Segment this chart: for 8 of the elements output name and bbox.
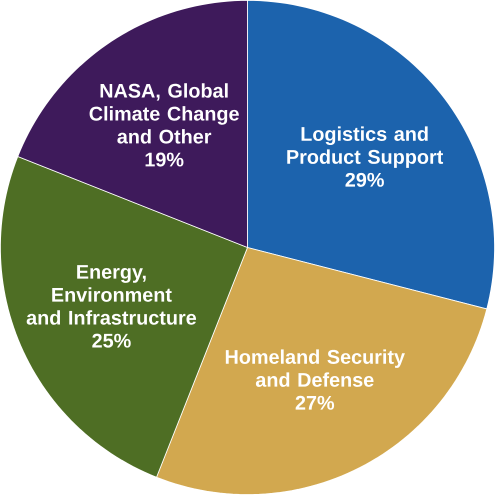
slice-label: Logistics and Product Support	[287, 126, 444, 168]
slice-label: Homeland Security and Defense	[226, 349, 405, 387]
data-label: 27%	[296, 396, 334, 410]
slice-label: Energy, Environment and Infrastructure	[26, 265, 196, 325]
data-label: 19%	[146, 152, 184, 167]
data-label: 29%	[346, 172, 384, 187]
data-label: 25%	[92, 334, 131, 348]
slice-label: NASA, Global Climate Change and Other	[90, 83, 239, 144]
